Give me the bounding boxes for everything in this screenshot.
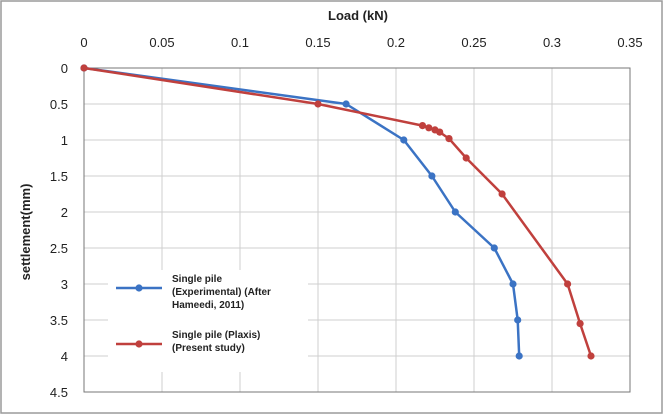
series-2 xyxy=(80,64,595,360)
series-1-point xyxy=(509,280,517,288)
y-axis-title: settlement(mm) xyxy=(18,184,33,281)
x-tick-label: 0.1 xyxy=(231,35,249,50)
x-tick-label: 0.05 xyxy=(149,35,174,50)
series-2-point xyxy=(80,64,88,72)
series-layer xyxy=(80,64,595,360)
y-tick-label: 0.5 xyxy=(50,97,68,112)
series-2-point xyxy=(445,135,453,143)
series-2-point xyxy=(436,128,444,136)
series-1-point xyxy=(514,316,522,324)
legend-entry-1: Single pile (Experimental) (After Hameedi,… xyxy=(116,274,271,311)
series-1-point xyxy=(342,100,350,108)
y-tick-label: 0 xyxy=(61,61,68,76)
x-tick-label: 0.3 xyxy=(543,35,561,50)
x-tick-label: 0.25 xyxy=(461,35,486,50)
series-2-point xyxy=(576,320,584,328)
series-2-point xyxy=(587,352,595,360)
x-tick-label: 0.15 xyxy=(305,35,330,50)
series-1-point xyxy=(515,352,523,360)
legend-label: Hameedi, 2011) xyxy=(172,300,244,311)
series-2-point xyxy=(425,124,433,132)
legend-marker xyxy=(135,284,143,292)
x-axis-ticks: 0 0.05 0.1 0.15 0.2 0.25 0.3 0.35 xyxy=(80,35,642,50)
x-tick-label: 0.35 xyxy=(617,35,642,50)
y-tick-label: 3.5 xyxy=(50,313,68,328)
series-2-point xyxy=(498,190,506,198)
y-tick-label: 4.5 xyxy=(50,385,68,400)
series-2-point xyxy=(462,154,470,162)
y-tick-label: 2.5 xyxy=(50,241,68,256)
y-tick-label: 4 xyxy=(61,349,68,364)
series-2-point xyxy=(314,100,322,108)
y-tick-label: 1 xyxy=(61,133,68,148)
legend-label: Single pile xyxy=(172,274,222,285)
legend-label: (Experimental) (After xyxy=(172,287,271,298)
y-axis-ticks: 0 0.5 1 1.5 2 2.5 3 3.5 4 4.5 xyxy=(50,61,68,400)
x-axis-title: Load (kN) xyxy=(328,8,388,23)
series-2-line xyxy=(83,66,593,357)
plot-area-border xyxy=(83,67,631,393)
legend-label: Single pile (Plaxis) xyxy=(172,330,260,341)
y-tick-label: 3 xyxy=(61,277,68,292)
legend: Single pile (Experimental) (After Hameedi,… xyxy=(108,270,308,372)
series-1-point xyxy=(428,172,436,180)
series-2-point xyxy=(564,280,572,288)
legend-entry-2: Single pile (Plaxis) (Present study) xyxy=(116,330,260,354)
x-tick-label: 0 xyxy=(80,35,87,50)
legend-marker xyxy=(135,340,143,348)
y-tick-label: 1.5 xyxy=(50,169,68,184)
series-1-point xyxy=(490,244,498,252)
y-tick-label: 2 xyxy=(61,205,68,220)
series-2-point xyxy=(418,122,427,130)
x-tick-label: 0.2 xyxy=(387,35,405,50)
series-1-point xyxy=(400,136,408,144)
series-1 xyxy=(80,64,523,360)
legend-label: (Present study) xyxy=(172,343,245,354)
series-1-point xyxy=(451,208,459,216)
